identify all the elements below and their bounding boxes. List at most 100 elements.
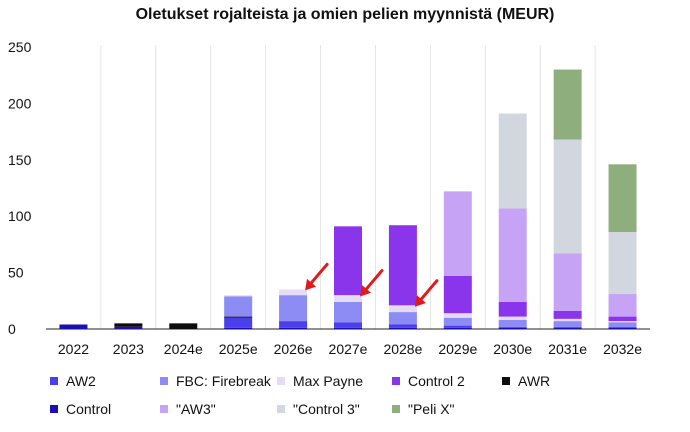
bar-segment (388, 324, 417, 328)
x-tick-label: 2024e (164, 341, 203, 357)
bar-segment (498, 301, 527, 317)
y-tick-label: 150 (8, 152, 32, 168)
y-tick-label: 50 (8, 265, 24, 281)
x-tick-label: 2029e (438, 341, 477, 357)
bar-segment (553, 253, 582, 311)
legend-label: Control (66, 401, 112, 417)
annotation-arrow-head (305, 278, 317, 291)
bar-segment (553, 327, 582, 329)
bar-segment (608, 316, 637, 322)
bar-segment (388, 327, 417, 329)
y-tick-label: 200 (8, 95, 32, 111)
x-tick-label: 2025e (219, 341, 258, 357)
bar-segment (553, 326, 582, 328)
legend-swatch (392, 405, 400, 413)
bar-segment (443, 313, 472, 318)
bar-segment (279, 321, 308, 328)
chart-title: Oletukset rojalteista ja omien pelien my… (135, 6, 555, 23)
bar-segment (169, 323, 198, 329)
legend-swatch (277, 405, 285, 413)
legend-item: Control 2 (392, 373, 465, 389)
x-tick-label: 2026e (274, 341, 313, 357)
bar-segment (553, 310, 582, 319)
bar-segment (498, 319, 527, 327)
legend-swatch (50, 377, 58, 385)
bar-segment (443, 325, 472, 328)
bar-segment (498, 327, 527, 329)
bar-segment (443, 275, 472, 314)
legend-label: FBC: Firebreak (176, 373, 271, 389)
bar-segment (59, 324, 88, 329)
legend-item: "AW3" (160, 401, 216, 417)
bar-segment (279, 327, 308, 329)
bar-segment (498, 113, 527, 209)
bar-segment (608, 294, 637, 317)
annotation-arrow-head (360, 285, 372, 297)
legend-item: Max Payne (277, 373, 363, 389)
bar-segment (608, 327, 637, 329)
bar-segment (224, 316, 253, 318)
bar-segment (388, 305, 417, 313)
legend-item: AW2 (50, 373, 96, 389)
x-tick-label: 2032e (603, 341, 642, 357)
bar-segment (224, 295, 253, 297)
legend-swatch (160, 405, 168, 413)
x-tick-label: 2022 (58, 341, 89, 357)
bar-segment (553, 321, 582, 327)
bar-segment (334, 301, 362, 323)
bar-segment (334, 322, 362, 328)
bar-segment (498, 208, 527, 302)
annotation-arrow-shaft (418, 279, 439, 303)
annotation-arrow-head (414, 295, 426, 307)
annotation-arrow-shaft (308, 262, 329, 286)
legend-swatch (50, 405, 58, 413)
bar-segment (498, 316, 527, 320)
bar-segment (553, 318, 582, 322)
bar-segment (553, 69, 582, 140)
y-tick-label: 250 (8, 39, 32, 55)
bar-segment (608, 231, 637, 295)
legend-label: Control 2 (408, 373, 465, 389)
x-tick-label: 2028e (383, 341, 422, 357)
legend-item: "Peli X" (392, 401, 455, 417)
x-tick-label: 2030e (493, 341, 532, 357)
bar-segment (443, 191, 472, 276)
legend-item: Control (50, 401, 111, 417)
bar-segment (443, 317, 472, 326)
legend-label: "Peli X" (408, 401, 455, 417)
legend-swatch (392, 377, 400, 385)
legend-label: "AW3" (176, 401, 216, 417)
legend-item: AWR (502, 373, 550, 389)
bar-segment (334, 226, 362, 296)
legend-item: FBC: Firebreak (160, 373, 271, 389)
bar-segment (279, 295, 308, 322)
bar-segment (388, 312, 417, 325)
x-tick-label: 2023 (113, 341, 144, 357)
bar-segment (114, 323, 143, 327)
bar-segment (334, 295, 362, 302)
legend-swatch (160, 377, 168, 385)
bar-segment (443, 327, 472, 329)
bar-segment (608, 321, 637, 323)
legend-label: AW2 (66, 373, 96, 389)
legend-item: "Control 3" (277, 401, 360, 417)
x-tick-label: 2027e (329, 341, 368, 357)
bar-segment (608, 322, 637, 327)
bar-segment (114, 326, 143, 329)
annotation-arrow-shaft (363, 269, 384, 293)
y-tick-label: 100 (8, 208, 32, 224)
legend-swatch (277, 377, 285, 385)
bar-segment (279, 289, 308, 296)
bar-segment (553, 139, 582, 254)
legend-label: Max Payne (293, 373, 364, 389)
bar-segment (224, 327, 253, 329)
bar-segment (388, 225, 417, 306)
bar-segment (498, 326, 527, 328)
y-tick-label: 0 (8, 321, 16, 337)
x-tick-label: 2031e (548, 341, 587, 357)
bar-segment (608, 326, 637, 328)
bar-segment (608, 164, 637, 232)
bar-segment (334, 327, 362, 329)
bar-segment (224, 317, 253, 328)
